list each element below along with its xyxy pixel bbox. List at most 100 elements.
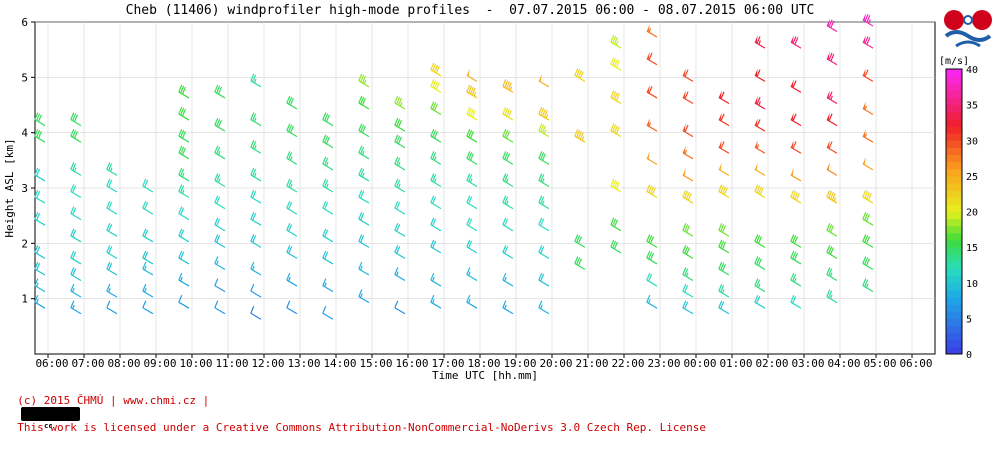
barb-flag bbox=[505, 153, 511, 161]
wind-barb bbox=[250, 140, 262, 154]
x-tick-label: 02:00 bbox=[755, 357, 788, 370]
barb-flag bbox=[720, 224, 725, 232]
wind-barb bbox=[214, 117, 226, 132]
barb-flag bbox=[358, 123, 363, 131]
barb-half-flag bbox=[360, 265, 363, 271]
barb-flag bbox=[288, 124, 293, 132]
wind-barb bbox=[682, 123, 694, 138]
barb-flag bbox=[502, 217, 507, 225]
barb-flag bbox=[358, 73, 363, 82]
wind-barb bbox=[502, 272, 514, 287]
barb-flag bbox=[682, 300, 687, 308]
wind-barb bbox=[502, 128, 514, 143]
barb-flag bbox=[718, 283, 723, 292]
wind-barb bbox=[466, 267, 478, 282]
wind-barb bbox=[178, 128, 190, 143]
barb-flag bbox=[504, 246, 509, 254]
wind-barb bbox=[430, 173, 442, 187]
barb-flag bbox=[430, 173, 435, 181]
barb-flag bbox=[36, 213, 41, 221]
barb-flag bbox=[862, 256, 867, 264]
wind-barb bbox=[862, 256, 874, 270]
barb-flag bbox=[612, 58, 617, 66]
wind-barb bbox=[754, 96, 766, 110]
barb-flag bbox=[360, 190, 365, 199]
license-link[interactable]: This work is licensed under a Creative C… bbox=[17, 421, 706, 434]
x-tick-label: 12:00 bbox=[251, 357, 284, 370]
wind-barb bbox=[214, 145, 226, 160]
colorbar-strip bbox=[946, 140, 962, 148]
barb-flag bbox=[756, 97, 761, 105]
cc-license-badge[interactable]: cc BY-NC-ND bbox=[21, 407, 80, 442]
wind-barb bbox=[430, 272, 442, 287]
barb-flag bbox=[394, 134, 399, 142]
barb-flag bbox=[862, 211, 867, 220]
barb-flag bbox=[682, 245, 687, 253]
barb-flag bbox=[216, 218, 221, 227]
barb-flag bbox=[504, 80, 509, 88]
barb-half-flag bbox=[399, 102, 403, 107]
barb-flag bbox=[70, 206, 75, 214]
wind-barb bbox=[322, 228, 334, 243]
barb-flag bbox=[322, 278, 327, 286]
wind-barb bbox=[358, 167, 370, 182]
colorbar-strip bbox=[946, 161, 962, 170]
wind-barb bbox=[142, 261, 154, 276]
barb-flag bbox=[360, 146, 365, 155]
barb-flag bbox=[615, 60, 620, 68]
barb-flag bbox=[792, 190, 797, 199]
colorbar-tick-label: 0 bbox=[966, 350, 972, 361]
barb-flag bbox=[792, 141, 797, 149]
barb-flag bbox=[394, 200, 399, 209]
barb-flag bbox=[250, 261, 255, 270]
colorbar-tick-label: 40 bbox=[966, 65, 978, 76]
wind-barb bbox=[178, 250, 190, 265]
x-tick-label: 20:00 bbox=[539, 357, 572, 370]
barb-flag bbox=[754, 256, 759, 264]
barb-flag bbox=[502, 151, 507, 159]
wind-barb bbox=[754, 294, 766, 309]
barb-flag bbox=[828, 290, 833, 298]
barb-flag bbox=[615, 93, 620, 101]
x-axis-label: Time UTC [hh.mm] bbox=[432, 369, 538, 382]
wind-barb bbox=[34, 245, 46, 259]
barb-flag bbox=[396, 135, 401, 144]
barb-flag bbox=[252, 213, 257, 221]
barb-flag bbox=[754, 278, 759, 286]
barb-flag bbox=[358, 261, 363, 270]
barb-flag bbox=[286, 95, 291, 104]
barb-flag bbox=[142, 300, 147, 308]
barb-half-flag bbox=[361, 172, 365, 178]
wind-barb bbox=[538, 151, 550, 165]
barb-flag bbox=[756, 235, 761, 243]
colorbar-strip bbox=[946, 240, 962, 248]
barb-half-flag bbox=[433, 178, 437, 183]
barb-flag bbox=[466, 195, 471, 203]
wind-barb bbox=[826, 267, 838, 282]
barb-half-flag bbox=[756, 144, 760, 149]
wind-barb bbox=[430, 195, 442, 210]
barb-flag bbox=[502, 106, 507, 115]
wind-barb bbox=[358, 189, 370, 204]
wind-barb bbox=[322, 112, 334, 127]
wind-barb bbox=[826, 51, 838, 66]
barb-flag bbox=[469, 153, 475, 161]
wind-barb bbox=[70, 228, 82, 243]
barb-pennant bbox=[682, 167, 686, 177]
barb-pennant bbox=[862, 101, 866, 110]
wind-barb bbox=[718, 223, 730, 237]
barb-flag bbox=[430, 101, 435, 109]
barb-flag bbox=[288, 246, 293, 254]
barb-flag bbox=[792, 273, 797, 282]
barb-pennant bbox=[718, 90, 722, 99]
barb-flag bbox=[756, 69, 761, 77]
barb-half-flag bbox=[505, 200, 509, 205]
barb-flag bbox=[613, 92, 619, 100]
barb-flag bbox=[651, 187, 656, 196]
barb-flag bbox=[108, 163, 113, 171]
barb-flag bbox=[108, 224, 113, 232]
barb-pennant bbox=[646, 118, 650, 127]
colorbar-tick-label: 25 bbox=[966, 172, 978, 183]
wind-barb bbox=[790, 294, 802, 309]
barb-flag bbox=[214, 300, 219, 308]
